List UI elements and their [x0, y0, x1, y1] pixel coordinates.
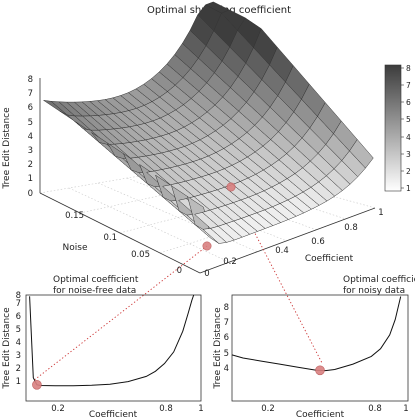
colorbar-gradient: [384, 64, 402, 192]
y-tick: 7: [224, 318, 229, 328]
inset-right-title-line2: for noisy data: [343, 286, 405, 296]
y-tick: 8: [16, 291, 21, 301]
y-tick: 5: [16, 325, 21, 335]
noise-tick: 0.05: [131, 250, 150, 260]
inset-right-x-ticks: 0.2 0.8 1: [261, 404, 408, 414]
inset-right-frame: [231, 294, 409, 402]
inset-right-curve: [231, 296, 402, 372]
x-tick: 0.8: [368, 404, 382, 414]
inset-left-ylabel: Tree Edit Distance: [2, 307, 12, 390]
coefficient-tick: 0.8: [344, 223, 358, 233]
noise-tick: 0.1: [103, 233, 117, 243]
colorbar-tick: 7: [406, 81, 411, 90]
y-tick: 6: [224, 333, 229, 343]
z-axis-label: Tree Edit Distance: [2, 107, 12, 190]
coefficient-axis-label: Coefficient: [305, 254, 354, 264]
surface-mesh: [43, 1, 374, 244]
y-tick: 8: [224, 303, 229, 313]
colorbar-tick: 6: [406, 98, 411, 107]
x-tick: 1: [403, 404, 408, 414]
colorbar-tick: 5: [406, 115, 411, 124]
z-tick: 7: [28, 89, 33, 99]
x-tick: 0.2: [51, 404, 65, 414]
coefficient-tick: 0.4: [275, 246, 289, 256]
noise-axis-label: Noise: [63, 243, 88, 253]
z-tick: 3: [28, 146, 33, 156]
inset-right-ylabel: Tree Edit Distance: [213, 307, 223, 390]
surface-plot: Optimal shrinking coefficient: [2, 1, 411, 382]
inset-left-optimum-point: [32, 379, 42, 390]
surface-patch: [349, 139, 374, 169]
y-tick: 3: [16, 351, 21, 361]
y-tick: 7: [16, 299, 21, 309]
coefficient-tick: 0.6: [311, 237, 325, 247]
inset-left-x-ticks: 0.2 0.8 1: [51, 404, 203, 414]
x-tick: 0.8: [159, 404, 173, 414]
y-tick: 5: [224, 349, 229, 359]
colorbar-tick: 1: [406, 184, 411, 193]
coefficient-tick: 0.2: [223, 257, 237, 267]
coefficient-axis-line: [199, 207, 376, 274]
z-tick: 5: [28, 118, 33, 128]
inset-right-y-ticks: 4 5 6 7 8: [224, 303, 229, 374]
noise-axis-line: [39, 192, 201, 274]
noise-tick: 0: [177, 266, 182, 276]
colorbar-tick: 3: [406, 150, 411, 159]
inset-right-title-line1: Optimal coefficient: [343, 275, 415, 285]
y-tick: 4: [16, 338, 21, 348]
colorbar: 1 2 3 4 5 6 7 8: [384, 64, 411, 193]
inset-noise-free: Optimal coefficient for noise-free data …: [2, 275, 204, 419]
colorbar-tick: 4: [406, 133, 411, 142]
y-tick: 1: [16, 377, 21, 387]
inset-left-y-ticks: 1 2 3 4 5 6 7 8: [16, 291, 21, 387]
inset-right-xlabel: Coefficient: [296, 410, 345, 419]
inset-left-frame: [25, 294, 202, 402]
z-tick: 6: [28, 103, 33, 113]
z-tick: 8: [28, 75, 33, 85]
inset-left-xlabel: Coefficient: [89, 410, 138, 419]
y-tick: 4: [224, 364, 229, 374]
y-tick: 6: [16, 312, 21, 322]
colorbar-tick: 8: [406, 64, 411, 73]
inset-noisy: Optimal coefficient for noisy data 4 5 6…: [213, 275, 415, 419]
noise-axis-ticks: 0 0.05 0.1 0.15: [65, 211, 182, 276]
z-axis-ticks: 0 1 2 3 4 5 6 7 8: [28, 75, 33, 199]
coefficient-tick: 0: [204, 269, 209, 279]
z-tick: 0: [28, 189, 33, 199]
inset-left-curve: [29, 294, 195, 387]
z-tick: 2: [28, 160, 33, 170]
surface-point-noisy: [226, 182, 236, 192]
inset-right-optimum-point: [315, 365, 325, 376]
inset-left-title-line1: Optimal coefficient: [53, 275, 139, 285]
coefficient-tick: 1: [378, 208, 383, 218]
noise-tick: 0.15: [65, 211, 84, 221]
x-tick: 1: [198, 404, 203, 414]
z-tick: 4: [28, 132, 33, 142]
inset-left-title-line2: for noise-free data: [53, 286, 136, 296]
y-tick: 2: [16, 364, 21, 374]
z-tick: 1: [28, 174, 33, 184]
x-tick: 0.2: [261, 404, 275, 414]
colorbar-tick: 2: [406, 167, 411, 176]
guide-noisy: [230, 186, 323, 364]
coefficient-axis-ticks: 0 0.2 0.4 0.6 0.8 1: [204, 208, 383, 279]
surface-point-noise-free: [202, 241, 212, 251]
